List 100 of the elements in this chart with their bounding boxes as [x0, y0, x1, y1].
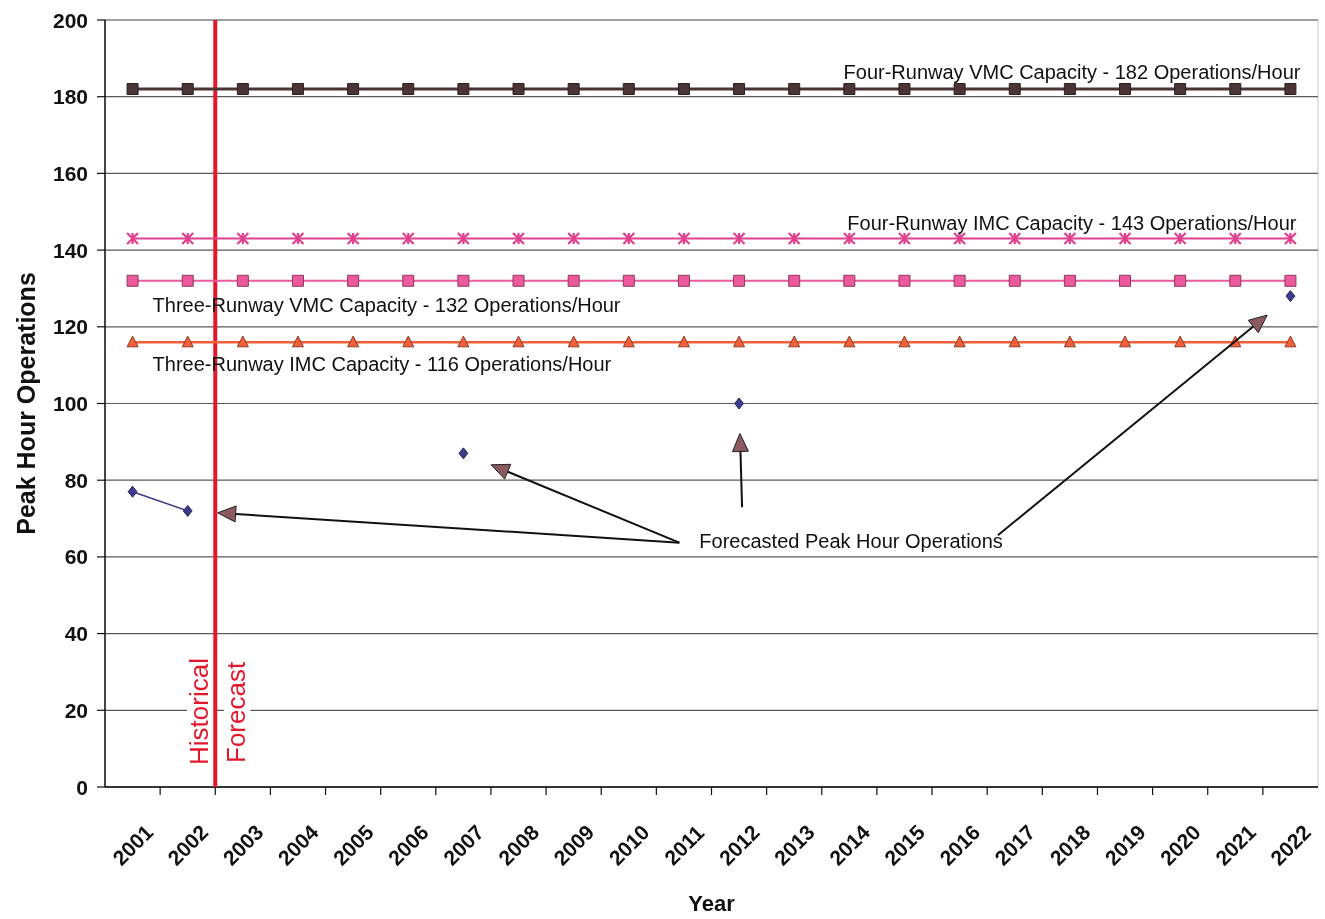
point [125, 232, 140, 246]
point [1008, 232, 1022, 246]
y-tick-label: 100 [52, 392, 88, 416]
point [567, 274, 580, 287]
point [182, 504, 193, 517]
point [457, 335, 470, 348]
point [1229, 274, 1242, 287]
point [127, 485, 138, 498]
point [126, 335, 139, 348]
point [402, 274, 415, 287]
point [953, 83, 966, 96]
point [291, 335, 304, 348]
point [512, 83, 525, 96]
point [1284, 335, 1297, 348]
point [1118, 232, 1132, 246]
point [236, 232, 250, 246]
point [843, 335, 856, 348]
point [843, 83, 856, 96]
series-label: Four-Runway IMC Capacity - 143 Operations/Hour [847, 211, 1297, 234]
point [401, 232, 415, 246]
point [126, 274, 139, 287]
point [733, 83, 746, 96]
point [291, 232, 305, 246]
point [732, 232, 746, 246]
point [511, 232, 526, 246]
y-tick-label: 60 [64, 545, 88, 569]
point [953, 274, 966, 287]
point [236, 335, 249, 348]
point [622, 274, 635, 287]
y-tick-label: 160 [52, 161, 88, 185]
point [291, 83, 304, 96]
point [1284, 274, 1297, 287]
annotation: Forecasted Peak Hour Operations [699, 529, 1003, 552]
point [1063, 83, 1076, 96]
point [1008, 274, 1021, 287]
point [1174, 274, 1187, 287]
point [898, 83, 911, 96]
y-axis-title: Peak Hour Operations [12, 272, 40, 535]
point [512, 274, 525, 287]
point [291, 274, 304, 287]
point [1063, 335, 1076, 348]
point [787, 232, 801, 246]
point [1285, 290, 1296, 303]
point [788, 335, 801, 348]
point [898, 335, 911, 348]
point [1119, 274, 1132, 287]
point [788, 83, 801, 96]
point [181, 232, 195, 246]
point [236, 83, 249, 96]
series-label: Four-Runway VMC Capacity - 182 Operations/Hour [843, 61, 1301, 84]
point [1229, 83, 1242, 96]
point [402, 335, 415, 348]
point [677, 274, 690, 287]
point [788, 274, 801, 287]
point [181, 83, 194, 96]
point [733, 274, 746, 287]
y-tick-label: 40 [64, 622, 88, 646]
point [567, 335, 580, 348]
point [843, 274, 856, 287]
point [677, 232, 691, 246]
y-tick-label: 0 [76, 775, 88, 799]
y-tick-label: 120 [52, 315, 88, 339]
point [347, 274, 360, 287]
point [733, 335, 746, 348]
point [346, 232, 360, 246]
point [126, 83, 139, 96]
point [1284, 83, 1297, 96]
point [1119, 335, 1132, 348]
point [457, 274, 470, 287]
point [458, 447, 469, 460]
point [512, 335, 525, 348]
annotation: Forecast [221, 661, 252, 763]
point [181, 335, 194, 348]
point [734, 397, 744, 410]
point [457, 83, 470, 96]
point [842, 232, 856, 246]
ref-line-label: Historical [184, 658, 215, 765]
x-axis-title: Year [688, 891, 736, 916]
y-tick-label: 80 [64, 468, 88, 492]
point [622, 83, 635, 96]
point [236, 274, 249, 287]
point [622, 232, 636, 246]
point [953, 335, 966, 348]
point [347, 83, 360, 96]
point [1119, 83, 1132, 96]
point [1063, 274, 1076, 287]
point [347, 335, 360, 348]
y-tick-label: 20 [64, 698, 88, 722]
point [1008, 335, 1021, 348]
point [1174, 83, 1187, 96]
point [622, 335, 635, 348]
y-tick-label: 200 [52, 8, 88, 32]
point [567, 232, 581, 246]
point [677, 335, 690, 348]
point [1008, 83, 1021, 96]
point [456, 232, 470, 246]
point [181, 274, 194, 287]
y-tick-label: 140 [52, 238, 88, 262]
point [567, 83, 580, 96]
point [898, 274, 911, 287]
